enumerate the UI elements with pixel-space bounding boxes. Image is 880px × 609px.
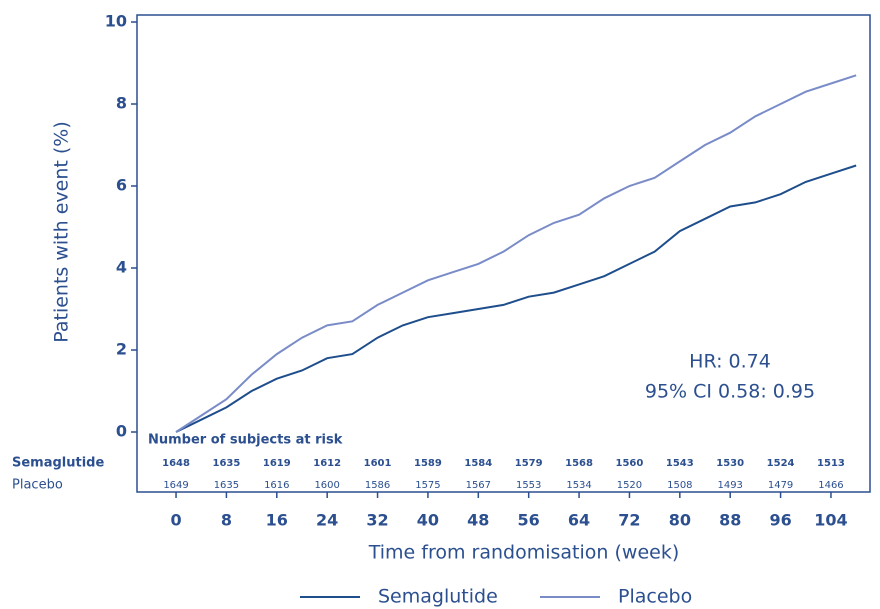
risk-count: 1635 xyxy=(214,480,239,491)
risk-count: 1520 xyxy=(617,480,642,491)
risk-row-label: Semaglutide xyxy=(12,456,104,471)
risk-count: 1635 xyxy=(212,458,240,469)
x-tick-label: 96 xyxy=(769,511,791,530)
y-tick-label: 8 xyxy=(116,94,127,113)
risk-count: 1493 xyxy=(717,480,742,491)
y-tick-label: 4 xyxy=(116,258,127,277)
x-tick-label: 88 xyxy=(719,511,741,530)
risk-count: 1530 xyxy=(716,458,744,469)
legend-label: Semaglutide xyxy=(378,586,498,608)
plot-frame xyxy=(136,14,871,493)
risk-count: 1619 xyxy=(263,458,291,469)
y-tick-label: 2 xyxy=(116,340,127,359)
risk-row-label: Placebo xyxy=(12,478,63,493)
x-tick-label: 0 xyxy=(170,511,181,530)
annotation: 95% CI 0.58: 0.95 xyxy=(645,381,815,403)
risk-count: 1616 xyxy=(264,480,289,491)
x-tick-label: 48 xyxy=(467,511,489,530)
risk-count: 1600 xyxy=(314,480,339,491)
x-tick-label: 16 xyxy=(266,511,288,530)
x-tick-label: 8 xyxy=(221,511,232,530)
x-tick-label: 72 xyxy=(618,511,640,530)
x-axis-title: Time from randomisation (week) xyxy=(368,542,680,564)
annotation: HR: 0.74 xyxy=(689,351,771,373)
y-axis-title: Patients with event (%) xyxy=(51,121,73,342)
risk-count: 1508 xyxy=(667,480,692,491)
risk-count: 1584 xyxy=(464,458,492,469)
y-tick-label: 0 xyxy=(116,422,127,441)
x-tick-label: 80 xyxy=(669,511,691,530)
risk-count: 1612 xyxy=(313,458,341,469)
risk-count: 1524 xyxy=(767,458,795,469)
risk-count: 1579 xyxy=(515,458,543,469)
x-tick-label: 64 xyxy=(568,511,590,530)
risk-count: 1479 xyxy=(768,480,793,491)
y-tick-label: 10 xyxy=(105,12,127,31)
risk-count: 1567 xyxy=(466,480,491,491)
risk-count: 1649 xyxy=(163,480,188,491)
risk-count: 1575 xyxy=(415,480,440,491)
x-tick-label: 56 xyxy=(518,511,540,530)
risk-count: 1513 xyxy=(817,458,845,469)
series-line xyxy=(175,74,857,433)
risk-count: 1601 xyxy=(364,458,392,469)
risk-count: 1466 xyxy=(818,480,843,491)
risk-table-title: Number of subjects at risk xyxy=(148,433,343,448)
risk-count: 1589 xyxy=(414,458,442,469)
series-line xyxy=(175,164,857,433)
risk-count: 1553 xyxy=(516,480,541,491)
x-tick-label: 40 xyxy=(417,511,439,530)
risk-count: 1648 xyxy=(162,458,190,469)
risk-count: 1586 xyxy=(365,480,390,491)
x-tick-label: 32 xyxy=(366,511,388,530)
risk-count: 1568 xyxy=(565,458,593,469)
risk-count: 1560 xyxy=(616,458,644,469)
y-tick-label: 6 xyxy=(116,176,127,195)
legend-label: Placebo xyxy=(618,586,692,608)
risk-count: 1543 xyxy=(666,458,694,469)
x-tick-label: 104 xyxy=(814,511,847,530)
x-tick-label: 24 xyxy=(316,511,338,530)
risk-count: 1534 xyxy=(566,480,591,491)
